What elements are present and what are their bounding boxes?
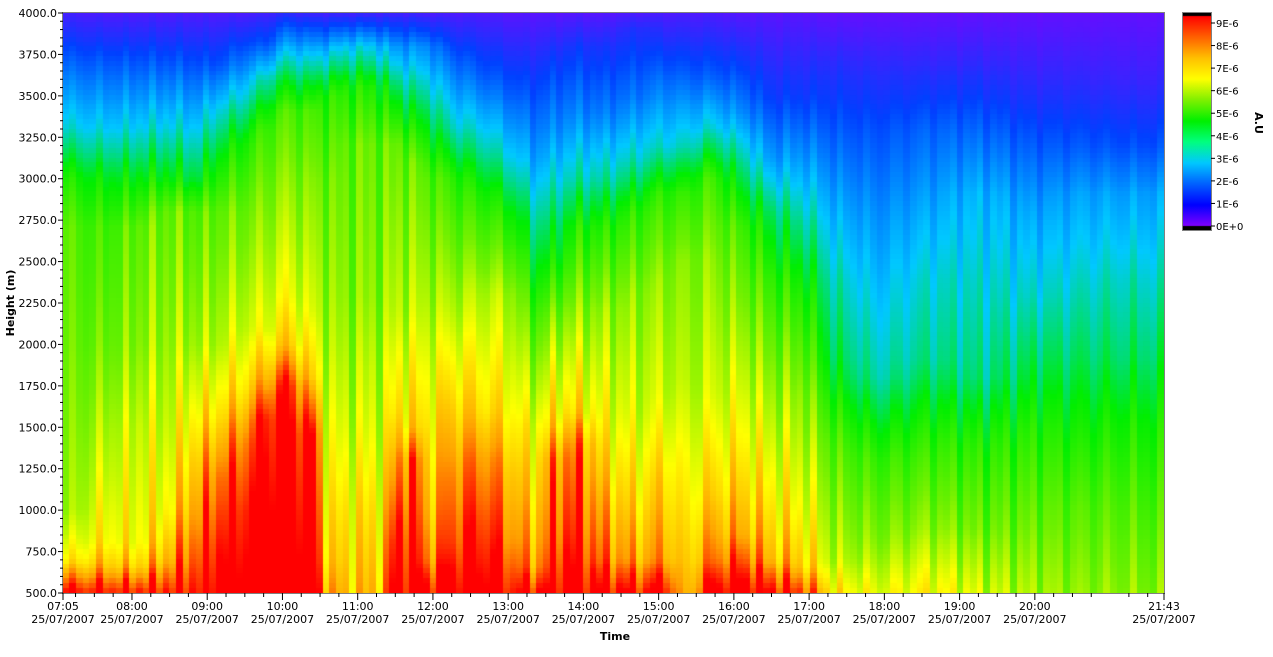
y-tick-label: 3250.0	[19, 131, 58, 144]
x-tick-date-label: 25/07/2007	[627, 613, 690, 626]
x-tick-time-label: 13:00	[492, 600, 524, 613]
colorbar	[1183, 13, 1211, 230]
y-tick-label: 1250.0	[19, 463, 58, 476]
colorbar-ticks: 0E+0 1E-6 2E-6 3E-6 4E-6 5E-6 6E-6 7E-6 8E-6 9E-6	[1211, 19, 1243, 233]
colorbar-tick-label: 1E-6	[1216, 199, 1239, 210]
x-tick-time-label: 09:00	[191, 600, 223, 613]
colorbar-tick-label: 9E-6	[1216, 19, 1239, 30]
x-tick-date-label: 25/07/2007	[476, 613, 539, 626]
x-tick-date-label: 25/07/2007	[552, 613, 615, 626]
y-axis-ticks: 500.0 750.0 1000.0 1250.0 1500.0 1750.0 2000.0…	[19, 7, 63, 600]
plot-frame	[62, 12, 1212, 594]
x-tick-time-label: 10:00	[267, 600, 299, 613]
y-tick-label: 2250.0	[19, 297, 58, 310]
y-tick-label: 1750.0	[19, 380, 58, 393]
x-tick-date-label: 25/07/2007	[1132, 613, 1195, 626]
y-tick-label: 2500.0	[19, 256, 58, 269]
y-tick-label: 3750.0	[19, 48, 58, 61]
plot-border	[62, 12, 1165, 594]
x-axis-ticks: 07:0525/07/200708:0025/07/200709:0025/07…	[31, 593, 1196, 626]
x-tick-time-label: 20:00	[1019, 600, 1051, 613]
y-tick-label: 2000.0	[19, 338, 58, 351]
colorbar-label: A.U	[1252, 112, 1265, 134]
x-tick-time-label: 17:00	[793, 600, 825, 613]
x-tick-date-label: 25/07/2007	[31, 613, 94, 626]
y-tick-label: 2750.0	[19, 214, 58, 227]
x-tick-date-label: 25/07/2007	[853, 613, 916, 626]
y-axis-label: Height (m)	[4, 270, 17, 337]
x-tick-date-label: 25/07/2007	[401, 613, 464, 626]
colorbar-tick-label: 0E+0	[1216, 222, 1243, 233]
colorbar-tick-label: 7E-6	[1216, 64, 1239, 75]
colorbar-tick-label: 6E-6	[1216, 87, 1239, 98]
x-tick-time-label: 16:00	[718, 600, 750, 613]
y-tick-label: 1500.0	[19, 421, 58, 434]
x-tick-time-label: 19:00	[944, 600, 976, 613]
heatmap-plot	[63, 13, 1164, 593]
x-tick-date-label: 25/07/2007	[777, 613, 840, 626]
colorbar-border	[1182, 12, 1212, 231]
colorbar-tick-label: 3E-6	[1216, 154, 1239, 165]
x-tick-date-label: 25/07/2007	[251, 613, 314, 626]
x-tick-time-label: 21:43	[1148, 600, 1180, 613]
x-tick-time-label: 12:00	[417, 600, 449, 613]
x-tick-date-label: 25/07/2007	[702, 613, 765, 626]
x-tick-date-label: 25/07/2007	[326, 613, 389, 626]
y-tick-label: 500.0	[26, 587, 58, 600]
x-tick-time-label: 14:00	[568, 600, 600, 613]
y-tick-label: 1000.0	[19, 504, 58, 517]
x-tick-time-label: 08:00	[116, 600, 148, 613]
x-tick-date-label: 25/07/2007	[1003, 613, 1066, 626]
x-tick-time-label: 18:00	[869, 600, 901, 613]
y-tick-label: 3000.0	[19, 173, 58, 186]
x-tick-date-label: 25/07/2007	[928, 613, 991, 626]
y-tick-label: 3500.0	[19, 90, 58, 103]
y-tick-label: 750.0	[26, 546, 58, 559]
colorbar-tick-label: 4E-6	[1216, 132, 1239, 143]
x-axis-label: Time	[600, 630, 630, 643]
colorbar-tick-label: 8E-6	[1216, 42, 1239, 53]
x-tick-time-label: 15:00	[643, 600, 675, 613]
x-tick-date-label: 25/07/2007	[100, 613, 163, 626]
x-tick-date-label: 25/07/2007	[176, 613, 239, 626]
colorbar-tick-label: 5E-6	[1216, 109, 1239, 120]
x-tick-time-label: 11:00	[342, 600, 374, 613]
x-tick-time-label: 07:05	[47, 600, 79, 613]
y-tick-label: 4000.0	[19, 7, 58, 20]
colorbar-tick-label: 2E-6	[1216, 177, 1239, 188]
